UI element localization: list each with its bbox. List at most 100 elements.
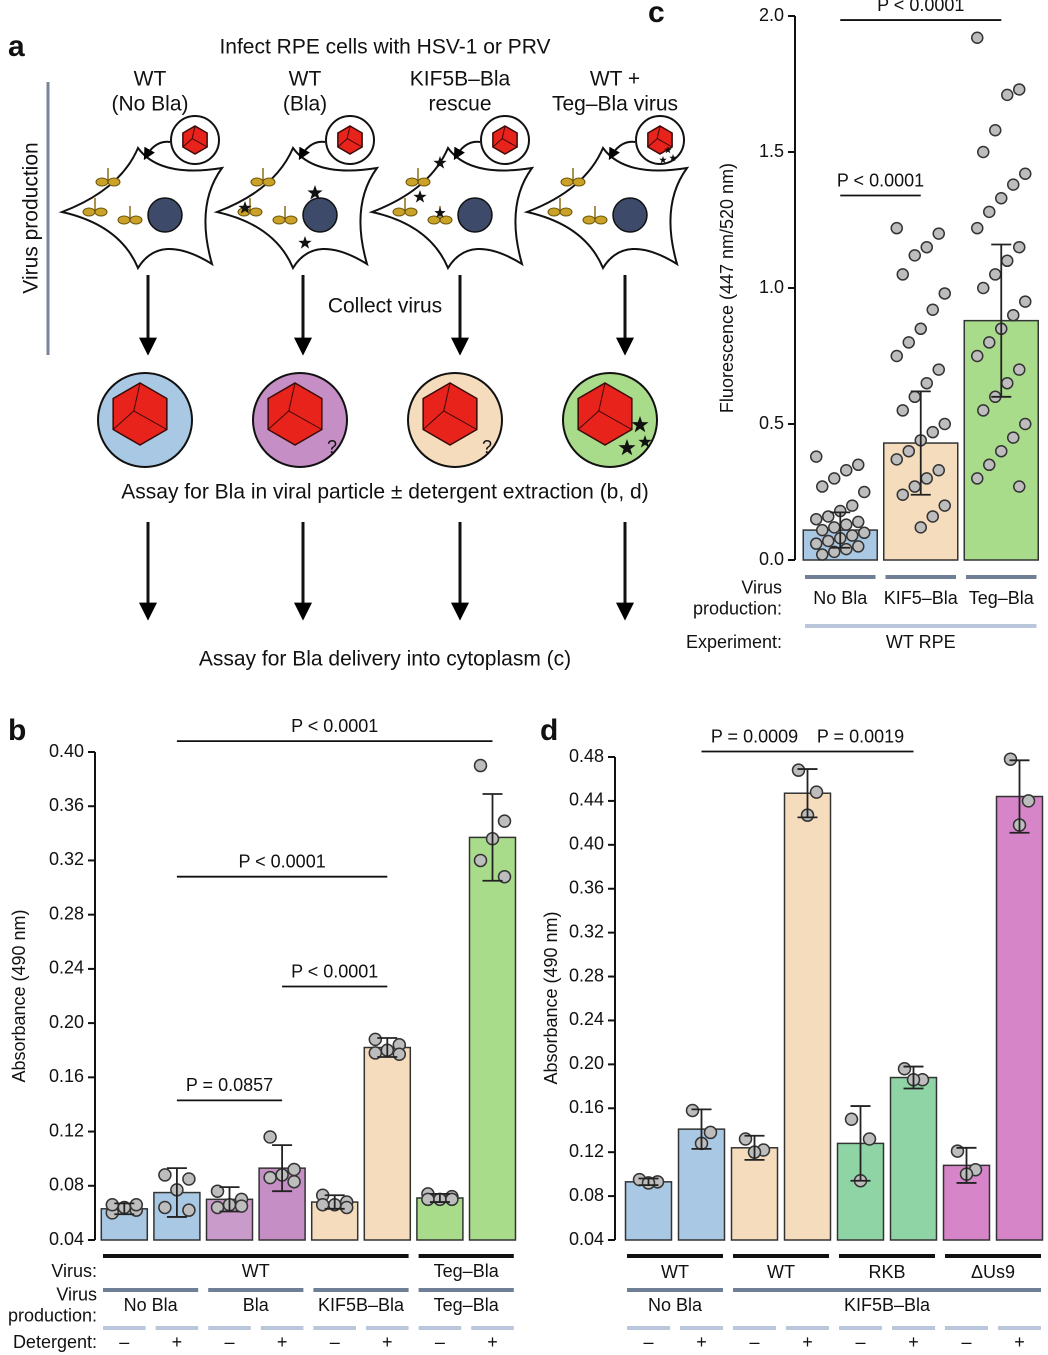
y-tick-label: 0.12 (49, 1120, 84, 1140)
y-tick-label: 0.08 (569, 1185, 604, 1205)
entry-arrow (608, 140, 636, 161)
motor (417, 177, 431, 187)
data-point (844, 1112, 859, 1126)
data-point (989, 268, 1002, 281)
motor (582, 215, 596, 225)
data-point (938, 417, 951, 431)
capsid-facet (422, 410, 445, 430)
row-label: Detergent: (13, 1332, 97, 1352)
group-label: No Bla (124, 1295, 179, 1315)
group-label: Bla (243, 1295, 270, 1315)
capsid-facet (443, 382, 451, 412)
motor (560, 177, 574, 187)
column-label: (Bla) (283, 93, 327, 116)
data-point (896, 268, 909, 281)
assay-label: Assay for Bla delivery into cytoplasm (c… (199, 648, 571, 671)
group-label: + (696, 1332, 707, 1352)
y-tick-label: 0.28 (569, 965, 604, 985)
data-point (828, 472, 841, 485)
motor (284, 215, 298, 225)
data-point (497, 814, 512, 828)
y-tick-label: 0.24 (49, 958, 84, 978)
group-label: RKB (868, 1262, 905, 1282)
bar (730, 1147, 779, 1241)
group-label: + (277, 1332, 288, 1352)
data-point (473, 758, 488, 773)
bar (783, 792, 832, 1241)
y-tick-label: 0.16 (49, 1066, 84, 1086)
y-tick-label: 0.40 (569, 834, 604, 854)
data-point (897, 1062, 912, 1076)
data-point (816, 548, 829, 561)
question-mark: ? (482, 437, 492, 457)
capsid-facet (288, 382, 296, 412)
motor (249, 207, 263, 217)
data-point (890, 349, 903, 363)
data-point (105, 1198, 120, 1212)
data-point (129, 1198, 144, 1212)
y-tick-label: 0.28 (49, 903, 84, 923)
motor (427, 215, 441, 225)
data-point (977, 281, 990, 295)
motor (404, 207, 418, 217)
y-tick-label: 0.48 (569, 746, 604, 766)
data-point (846, 529, 859, 542)
data-point (810, 450, 823, 463)
p-value: P < 0.0001 (877, 0, 964, 15)
panel-letter: a (8, 30, 25, 63)
data-point (738, 1132, 753, 1146)
group-label: – (435, 1332, 445, 1352)
star (669, 154, 677, 162)
data-point (1013, 240, 1026, 254)
bar (363, 1046, 412, 1241)
data-point (858, 526, 871, 540)
motor (572, 177, 586, 187)
group-label: + (382, 1332, 393, 1352)
motor (547, 207, 561, 217)
y-tick-label: 0.32 (569, 921, 604, 941)
data-point (890, 453, 903, 466)
capsid-facet (182, 138, 193, 148)
capsid-facet (577, 410, 600, 430)
star (664, 146, 672, 154)
data-point (810, 512, 823, 526)
y-tick-label: 0.16 (569, 1097, 604, 1117)
step-label: Collect virus (328, 295, 442, 318)
data-point (497, 869, 512, 884)
data-point (938, 287, 951, 300)
data-point (932, 227, 945, 240)
y-tick-label: 0.32 (49, 849, 84, 869)
capsid-facet (191, 125, 196, 139)
group-label: ΔUs9 (971, 1262, 1015, 1282)
data-point (908, 480, 921, 493)
data-point (983, 205, 996, 219)
data-point (920, 376, 933, 390)
data-point (983, 336, 996, 349)
star (638, 435, 652, 448)
y-axis-label: Absorbance (490 nm) (9, 909, 29, 1082)
motor (405, 177, 419, 187)
data-point (392, 1047, 407, 1062)
capsid-facet (346, 125, 351, 139)
group-label: + (172, 1332, 183, 1352)
group-label: + (908, 1332, 919, 1352)
data-point (703, 1125, 718, 1140)
data-point (234, 1199, 249, 1213)
data-point (1007, 431, 1020, 444)
data-point (938, 499, 951, 512)
data-point (210, 1184, 225, 1198)
data-point (263, 1130, 277, 1144)
capsid-facet (492, 138, 503, 148)
entry-arrow (298, 140, 326, 161)
data-point (182, 1172, 196, 1186)
bar (995, 795, 1044, 1241)
data-point (685, 1103, 700, 1118)
capsid-facet (443, 410, 478, 430)
star (298, 236, 312, 249)
motor (250, 177, 264, 187)
column-label: Teg–Bla virus (552, 93, 678, 116)
motor (262, 177, 276, 187)
data-point (1021, 794, 1036, 808)
data-point (1013, 480, 1026, 493)
